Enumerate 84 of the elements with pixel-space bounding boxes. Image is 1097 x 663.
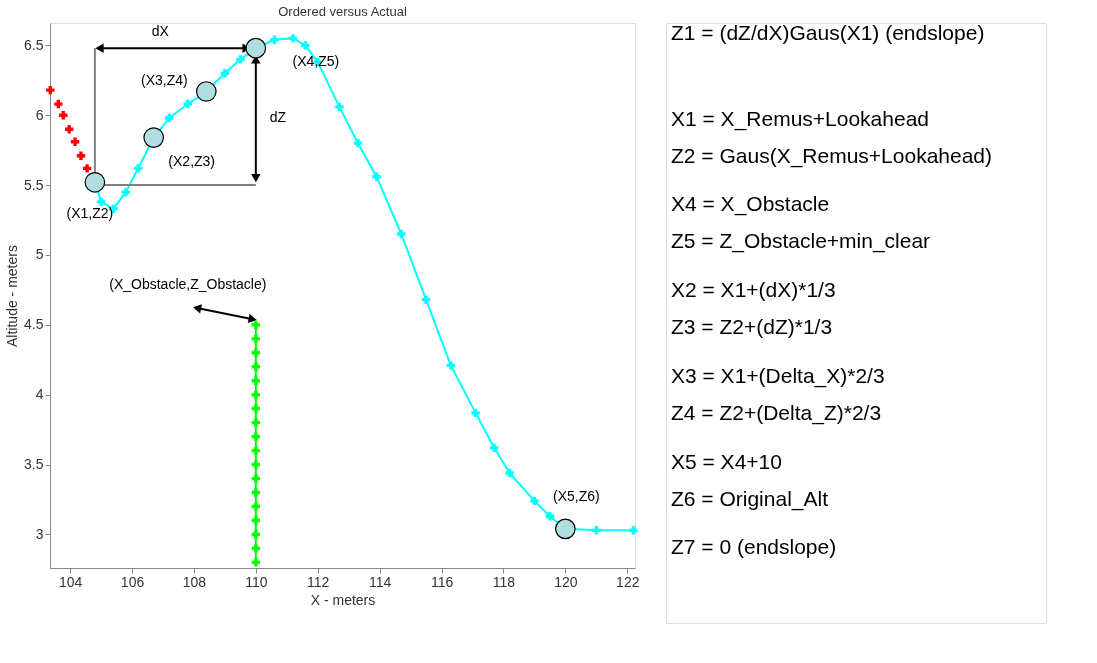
point [46,85,55,95]
annotation: dZ [269,109,287,126]
point [251,558,261,567]
x-tick-label: 104 [58,573,83,590]
point [301,41,310,50]
y-tick-label: 5 [35,246,44,263]
point [220,69,230,78]
point [164,113,174,123]
x-tick-label: 122 [616,573,640,590]
point [372,172,381,181]
annotation: dX [151,23,170,40]
point [629,526,638,535]
point [251,320,261,330]
x-tick-label: 114 [368,573,392,590]
point [251,348,261,357]
point [76,151,86,160]
point [96,197,106,207]
point [270,35,279,44]
y-tick-label: 6.5 [24,36,44,53]
point [251,530,261,539]
text: X1 = X_Remus+Lookahead Z2 = Gaus(X_Remus+Lookahead) [671,106,993,168]
point [251,460,261,469]
text: X2 = X1+(dX)*1/3 Z3 = Z2+(dZ)*1/3 [671,278,836,339]
y-tick-label: 4 [35,386,44,403]
point [251,390,261,399]
point [446,361,456,370]
point [505,468,514,478]
point [421,295,431,304]
point [335,102,344,112]
point [251,544,261,553]
annotation: (X1,Z2) [66,205,114,222]
point [251,502,261,511]
point [54,99,63,109]
y-tick-label: 6 [35,106,44,123]
y-tick-label: 4.5 [24,316,44,333]
x-tick-label: 120 [554,573,578,590]
point [471,408,480,418]
point [251,418,261,427]
point [489,443,499,452]
point [251,488,261,497]
point [82,164,92,173]
point [134,164,143,173]
point [251,474,261,483]
point [70,137,80,146]
y-tick-label: 3 [35,525,44,542]
x-tick-label: 106 [120,573,145,590]
point [84,171,106,193]
point [251,516,261,525]
point [251,404,261,413]
point [251,362,261,371]
point [143,127,165,148]
text: X3 = X1+(Delta_X)*2/3 Z4 = Z2+(Delta_Z)*2/3 [671,363,885,425]
point [288,34,298,43]
y-tick-label: 3.5 [24,456,44,473]
point [251,446,261,455]
point [555,518,576,540]
text: X5 = X4+10 Z6 = Original_Alt [671,449,829,511]
point [251,376,261,385]
x-tick-label: 110 [245,573,268,590]
annotation: (X2,Z3) [168,152,216,169]
point [183,99,192,109]
x-axis-title: X - meters [310,591,376,608]
x-tick-label: 108 [182,573,207,590]
point [530,496,539,506]
point [353,139,363,148]
y-axis-title: Altitude - meters [4,245,21,347]
point [397,229,406,239]
annotation: (X3,Z4) [140,72,188,89]
point [121,187,131,197]
text: Z1 = (dZ/dX)Gaus(X1) (endslope) [671,21,985,44]
x-tick-label: 112 [307,573,330,590]
point [251,334,261,343]
y-tick-label: 5.5 [24,176,44,193]
point [195,81,217,102]
x-tick-label: 118 [492,573,516,590]
text: X4 = X_Obstacle Z5 = Z_Obstacle+min_clear [671,192,931,254]
point [545,512,555,521]
text: Z7 = 0 (endslope) [671,535,837,559]
x-tick-label: 116 [430,573,454,590]
point [236,55,245,64]
annotation: (X5,Z6) [553,487,600,504]
chart-title: Ordered versus Actual [278,4,407,19]
annotation: (X_Obstacle,Z_Obstacle) [109,275,267,292]
point [251,432,261,441]
